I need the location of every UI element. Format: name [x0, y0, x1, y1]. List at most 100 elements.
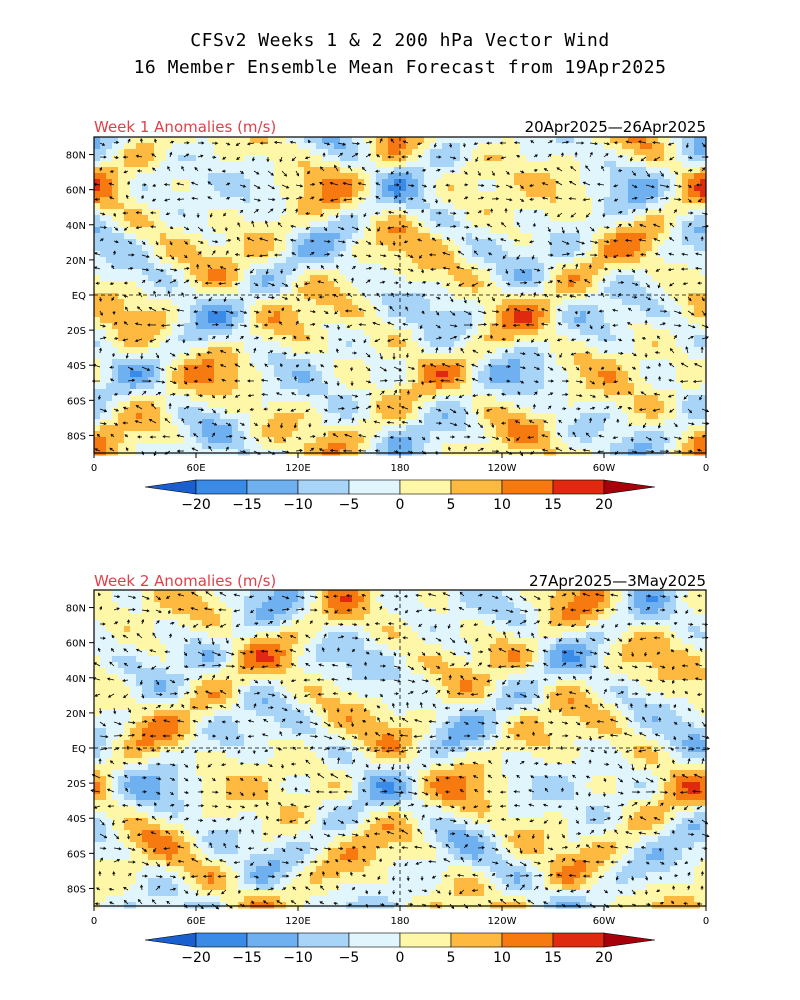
- anomaly-cell: [670, 137, 677, 144]
- anomaly-cell: [400, 263, 407, 270]
- anomaly-cell: [424, 353, 431, 360]
- anomaly-cell: [358, 167, 365, 174]
- anomaly-cell: [208, 239, 215, 246]
- anomaly-cell: [622, 329, 629, 336]
- anomaly-cell: [220, 323, 227, 330]
- anomaly-cell: [346, 305, 353, 312]
- anomaly-cell: [622, 389, 629, 396]
- anomaly-cell: [358, 251, 365, 258]
- anomaly-cell: [610, 311, 617, 318]
- anomaly-cell: [142, 269, 149, 276]
- anomaly-cell: [286, 287, 293, 294]
- anomaly-cell: [286, 173, 293, 180]
- anomaly-cell: [640, 311, 647, 318]
- week2-panel-title: Week 2 Anomalies (m/s): [94, 572, 277, 590]
- anomaly-cell: [196, 239, 203, 246]
- anomaly-cell: [616, 257, 623, 264]
- anomaly-cell: [622, 407, 629, 414]
- anomaly-cell: [184, 395, 191, 402]
- anomaly-cell: [262, 341, 269, 348]
- anomaly-cell: [520, 221, 527, 228]
- anomaly-cell: [448, 191, 455, 198]
- anomaly-cell: [664, 227, 671, 234]
- anomaly-cell: [478, 197, 485, 204]
- anomaly-cell: [316, 161, 323, 168]
- anomaly-cell: [598, 353, 605, 360]
- anomaly-cell: [598, 269, 605, 276]
- anomaly-cell: [202, 167, 209, 174]
- anomaly-cell: [94, 383, 101, 390]
- anomaly-cell: [238, 221, 245, 228]
- anomaly-cell: [652, 203, 659, 210]
- anomaly-cell: [100, 275, 107, 282]
- anomaly-cell: [220, 329, 227, 336]
- anomaly-cell: [256, 293, 263, 300]
- anomaly-cell: [364, 257, 371, 264]
- anomaly-cell: [628, 281, 635, 288]
- anomaly-cell: [490, 179, 497, 186]
- anomaly-cell: [334, 269, 341, 276]
- anomaly-cell: [580, 329, 587, 336]
- anomaly-cell: [388, 155, 395, 162]
- anomaly-cell: [610, 419, 617, 426]
- anomaly-cell: [106, 383, 113, 390]
- anomaly-cell: [256, 311, 263, 318]
- anomaly-cell: [166, 425, 173, 432]
- anomaly-cell: [460, 221, 467, 228]
- anomaly-cell: [532, 329, 539, 336]
- anomaly-cell: [406, 173, 413, 180]
- anomaly-cell: [394, 353, 401, 360]
- anomaly-cell: [622, 353, 629, 360]
- anomaly-cell: [688, 347, 695, 354]
- anomaly-cell: [322, 245, 329, 252]
- anomaly-cell: [418, 377, 425, 384]
- anomaly-cell: [160, 167, 167, 174]
- anomaly-cell: [466, 359, 473, 366]
- anomaly-cell: [544, 287, 551, 294]
- anomaly-cell: [202, 179, 209, 186]
- anomaly-cell: [118, 353, 125, 360]
- anomaly-cell: [472, 269, 479, 276]
- anomaly-cell: [430, 401, 437, 408]
- anomaly-cell: [400, 299, 407, 306]
- anomaly-cell: [640, 269, 647, 276]
- anomaly-cell: [472, 179, 479, 186]
- anomaly-cell: [112, 353, 119, 360]
- anomaly-cell: [676, 263, 683, 270]
- anomaly-cell: [400, 281, 407, 288]
- anomaly-cell: [520, 353, 527, 360]
- anomaly-cell: [502, 221, 509, 228]
- anomaly-cell: [490, 299, 497, 306]
- anomaly-cell: [316, 251, 323, 258]
- anomaly-cell: [190, 407, 197, 414]
- anomaly-cell: [688, 359, 695, 366]
- anomaly-cell: [568, 287, 575, 294]
- anomaly-cell: [304, 413, 311, 420]
- anomaly-cell: [124, 287, 131, 294]
- anomaly-cell: [196, 329, 203, 336]
- anomaly-cell: [136, 287, 143, 294]
- anomaly-cell: [472, 245, 479, 252]
- anomaly-cell: [550, 329, 557, 336]
- anomaly-cell: [394, 137, 401, 144]
- anomaly-cell: [532, 239, 539, 246]
- anomaly-cell: [184, 305, 191, 312]
- anomaly-cell: [112, 317, 119, 324]
- anomaly-cell: [124, 395, 131, 402]
- anomaly-cell: [112, 221, 119, 228]
- anomaly-cell: [172, 269, 179, 276]
- anomaly-cell: [214, 305, 221, 312]
- anomaly-cell: [484, 185, 491, 192]
- anomaly-cell: [574, 239, 581, 246]
- anomaly-cell: [178, 341, 185, 348]
- anomaly-cell: [142, 263, 149, 270]
- anomaly-cell: [328, 173, 335, 180]
- anomaly-cell: [136, 155, 143, 162]
- anomaly-cell: [250, 203, 257, 210]
- anomaly-cell: [136, 341, 143, 348]
- anomaly-cell: [106, 389, 113, 396]
- anomaly-cell: [586, 311, 593, 318]
- anomaly-cell: [358, 377, 365, 384]
- anomaly-cell: [652, 209, 659, 216]
- anomaly-cell: [700, 197, 707, 204]
